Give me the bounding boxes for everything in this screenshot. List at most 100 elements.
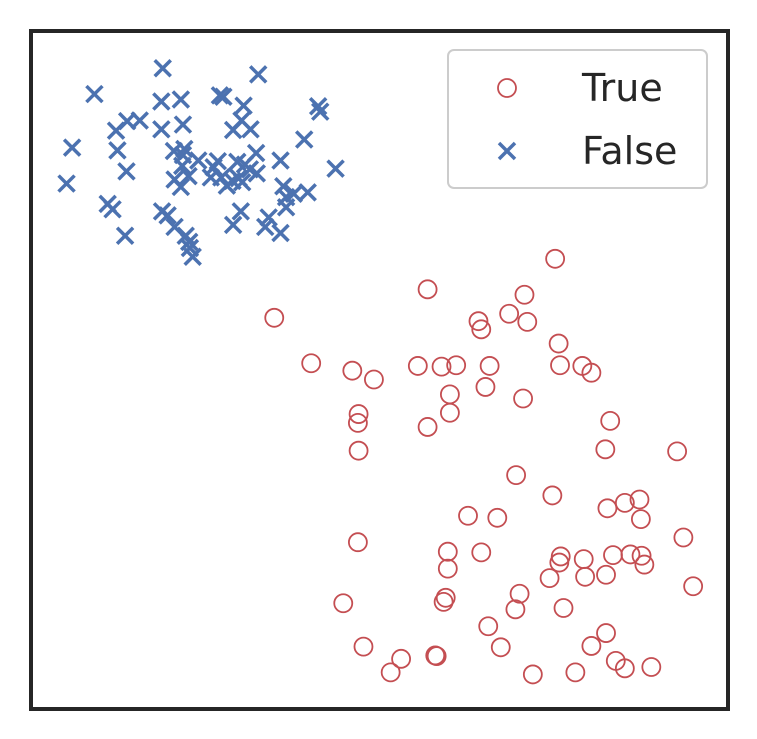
point-true bbox=[407, 356, 428, 376]
point-false bbox=[117, 162, 136, 181]
point-true bbox=[471, 542, 492, 563]
point-false bbox=[255, 217, 275, 237]
point-true bbox=[683, 576, 704, 597]
point-true bbox=[458, 505, 478, 526]
point-false bbox=[308, 97, 328, 116]
point-false bbox=[232, 111, 251, 130]
point-false bbox=[229, 168, 248, 188]
point-true bbox=[573, 549, 594, 570]
point-false bbox=[189, 151, 208, 170]
point-false bbox=[208, 151, 228, 171]
point-true bbox=[614, 492, 635, 513]
point-false bbox=[62, 138, 82, 157]
point-false bbox=[158, 206, 177, 225]
point-true bbox=[614, 658, 635, 679]
legend-circle-icon bbox=[497, 78, 517, 98]
point-false bbox=[179, 166, 198, 186]
point-false bbox=[214, 87, 233, 107]
point-false bbox=[115, 226, 135, 245]
point-true bbox=[575, 566, 596, 587]
point-false bbox=[173, 115, 193, 134]
point-true bbox=[446, 355, 467, 376]
point-false bbox=[212, 168, 231, 187]
point-false bbox=[274, 177, 293, 196]
point-false bbox=[247, 164, 267, 183]
point-true bbox=[600, 410, 621, 431]
point-false bbox=[103, 200, 122, 219]
point-true bbox=[597, 498, 618, 519]
point-true bbox=[539, 568, 560, 589]
point-false bbox=[57, 174, 76, 193]
point-true bbox=[471, 319, 492, 340]
point-false bbox=[217, 176, 237, 195]
point-true bbox=[517, 311, 538, 332]
point-true bbox=[545, 248, 566, 269]
point-true bbox=[550, 355, 570, 376]
point-true bbox=[353, 636, 374, 657]
point-false bbox=[179, 232, 199, 252]
point-true bbox=[301, 353, 322, 374]
point-true bbox=[641, 657, 662, 677]
point-false bbox=[294, 130, 314, 149]
point-true bbox=[348, 404, 369, 424]
point-true bbox=[479, 356, 500, 376]
legend-label-true: True bbox=[581, 66, 663, 110]
point-true bbox=[513, 388, 533, 409]
point-true bbox=[549, 552, 570, 573]
point-true bbox=[439, 402, 460, 423]
point-false bbox=[311, 102, 330, 121]
point-false bbox=[223, 215, 243, 235]
point-true bbox=[581, 362, 602, 383]
point-true bbox=[437, 541, 458, 562]
point-true bbox=[439, 384, 460, 405]
point-true bbox=[499, 303, 520, 324]
legend: True False bbox=[447, 49, 708, 189]
point-true bbox=[380, 662, 401, 683]
point-true bbox=[596, 623, 616, 643]
point-true bbox=[468, 311, 489, 332]
point-true bbox=[620, 544, 641, 565]
legend-marker-true bbox=[497, 78, 517, 98]
point-false bbox=[152, 120, 171, 139]
point-false bbox=[171, 177, 191, 197]
point-false bbox=[234, 96, 253, 115]
point-true bbox=[505, 599, 526, 620]
false-series bbox=[57, 59, 345, 267]
point-true bbox=[487, 507, 508, 528]
point-true bbox=[417, 417, 438, 437]
point-true bbox=[548, 333, 569, 354]
point-false bbox=[271, 151, 290, 170]
point-true bbox=[490, 637, 511, 658]
point-true bbox=[426, 646, 447, 667]
point-true bbox=[506, 465, 527, 485]
point-false bbox=[152, 92, 171, 111]
point-true bbox=[348, 440, 369, 461]
point-false bbox=[271, 223, 290, 243]
legend-box bbox=[447, 49, 708, 189]
point-true bbox=[553, 598, 574, 618]
plot-frame bbox=[29, 29, 730, 711]
point-true bbox=[475, 377, 496, 397]
point-true bbox=[264, 307, 285, 328]
point-true bbox=[437, 558, 458, 579]
point-true bbox=[347, 412, 368, 433]
point-true bbox=[603, 545, 623, 565]
point-true bbox=[333, 593, 354, 614]
point-true bbox=[478, 616, 499, 637]
point-true bbox=[565, 662, 586, 683]
point-true bbox=[417, 279, 438, 300]
point-true bbox=[631, 545, 652, 566]
legend-marker-false bbox=[497, 141, 517, 161]
point-true bbox=[581, 636, 602, 656]
point-true bbox=[630, 509, 651, 530]
point-false bbox=[85, 84, 104, 104]
point-true bbox=[522, 664, 543, 685]
point-true bbox=[347, 532, 368, 553]
point-true bbox=[542, 485, 563, 506]
point-false bbox=[153, 59, 172, 78]
legend-x-icon bbox=[497, 141, 517, 161]
point-false bbox=[106, 121, 126, 140]
point-true bbox=[634, 554, 655, 575]
true-series bbox=[264, 248, 704, 685]
